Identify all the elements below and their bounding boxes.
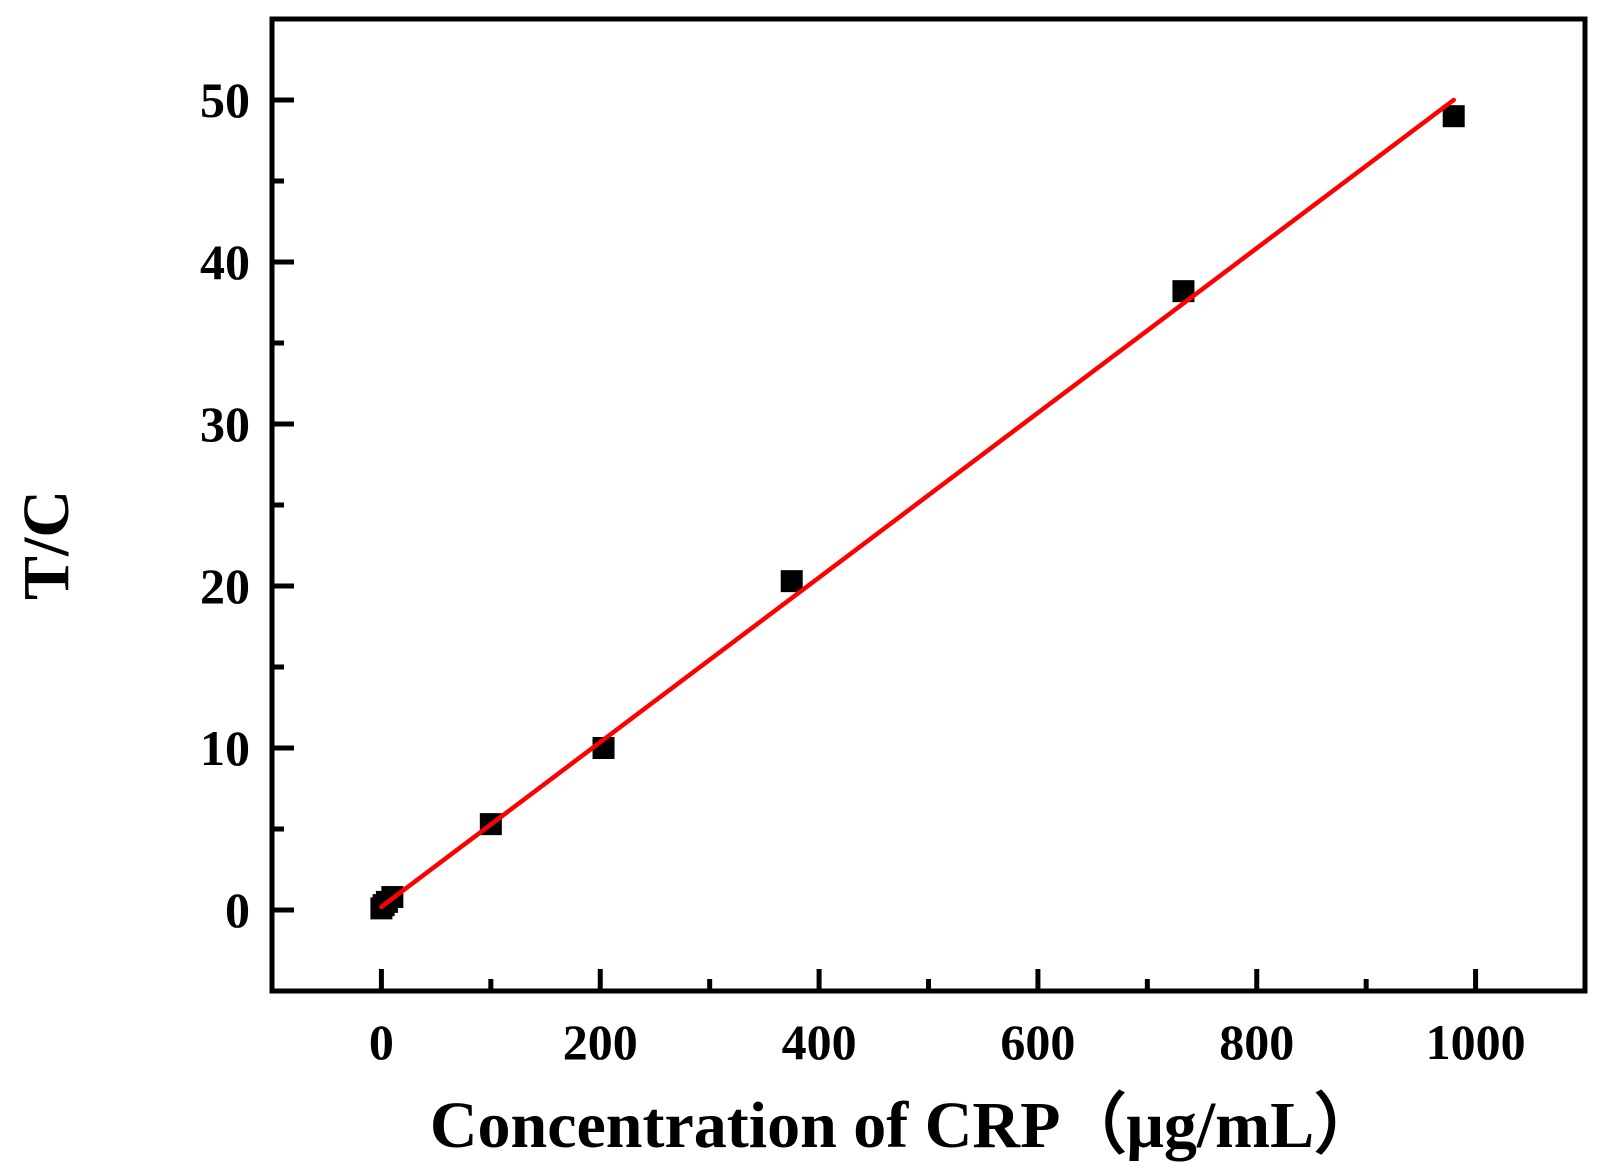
x-tick-label: 400 bbox=[782, 1014, 857, 1070]
axis-tick-labels: 0 200 400 600 800 1000 0 10 20 30 40 50 bbox=[200, 72, 1526, 1070]
x-tick-label: 1000 bbox=[1426, 1014, 1526, 1070]
x-tick-label: 600 bbox=[1000, 1014, 1075, 1070]
y-tick-label: 50 bbox=[200, 72, 250, 128]
fit-line bbox=[379, 97, 1456, 910]
y-tick-label: 30 bbox=[200, 396, 250, 452]
data-point bbox=[1442, 105, 1465, 128]
plot-marks bbox=[370, 97, 1465, 920]
y-tick-label: 0 bbox=[225, 882, 250, 938]
y-axis-title: T/C bbox=[10, 490, 83, 600]
x-axis-title: Concentration of CRP（μg/mL） bbox=[430, 1088, 1380, 1162]
axis-ticks bbox=[272, 97, 1479, 991]
data-point bbox=[780, 570, 803, 593]
x-tick-label: 800 bbox=[1219, 1014, 1294, 1070]
y-tick-label: 10 bbox=[200, 720, 250, 776]
y-tick-label: 40 bbox=[200, 234, 250, 290]
x-tick-label: 200 bbox=[563, 1014, 638, 1070]
y-tick-label: 20 bbox=[200, 558, 250, 614]
x-tick-label: 0 bbox=[369, 1014, 394, 1070]
